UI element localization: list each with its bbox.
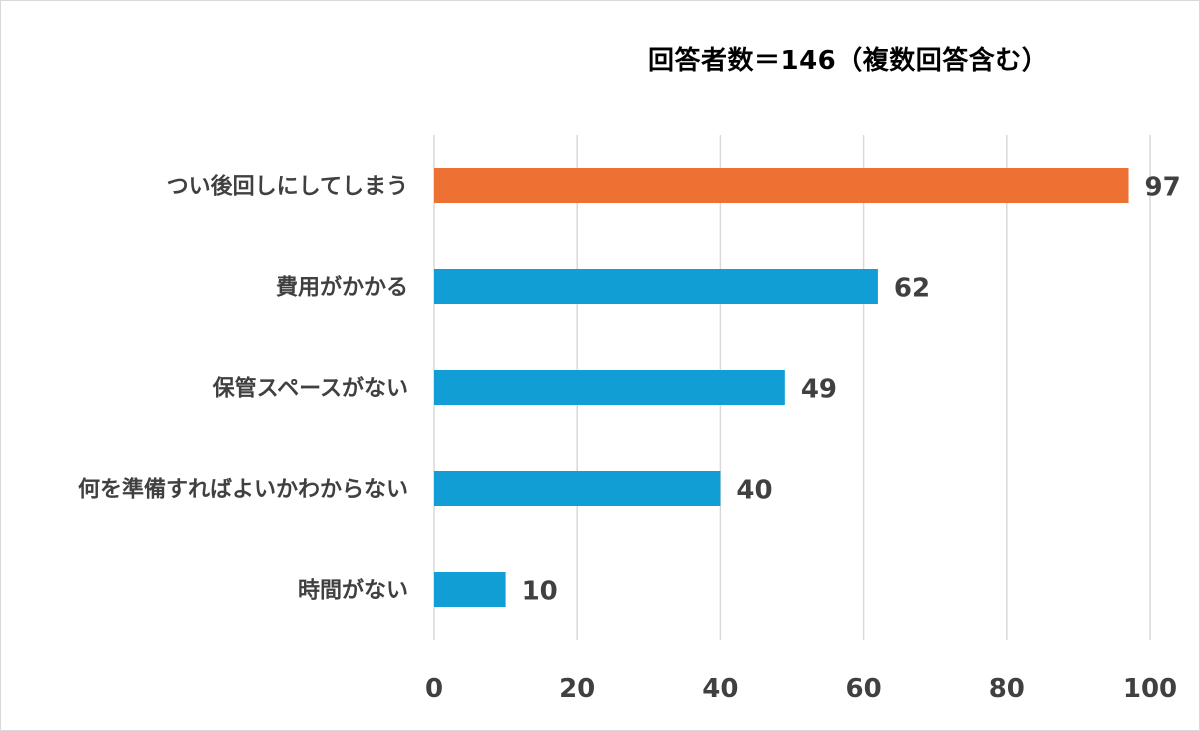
bar	[434, 269, 878, 304]
data-label: 49	[801, 375, 837, 405]
category-label: 保管スペースがない	[212, 376, 408, 402]
data-label: 62	[894, 274, 930, 304]
category-label: 費用がかかる	[276, 275, 408, 301]
bar	[434, 168, 1129, 203]
x-tick-label: 100	[1123, 674, 1177, 704]
x-tick-label: 0	[425, 674, 443, 704]
bar	[434, 370, 785, 405]
category-label: つい後回しにしてしまう	[167, 174, 408, 200]
x-tick-label: 20	[559, 674, 595, 704]
bar	[434, 471, 721, 506]
category-label: 時間がない	[298, 578, 408, 604]
x-tick-label: 60	[846, 674, 882, 704]
data-label: 40	[736, 476, 772, 506]
x-tick-label: 40	[702, 674, 738, 704]
data-label: 10	[522, 577, 558, 607]
category-label: 何を準備すればよいかわからない	[78, 477, 408, 503]
bar	[434, 572, 506, 607]
data-label: 97	[1145, 173, 1181, 203]
x-tick-label: 80	[989, 674, 1025, 704]
chart-title: 回答者数＝146（複数回答含む）	[648, 46, 1049, 76]
